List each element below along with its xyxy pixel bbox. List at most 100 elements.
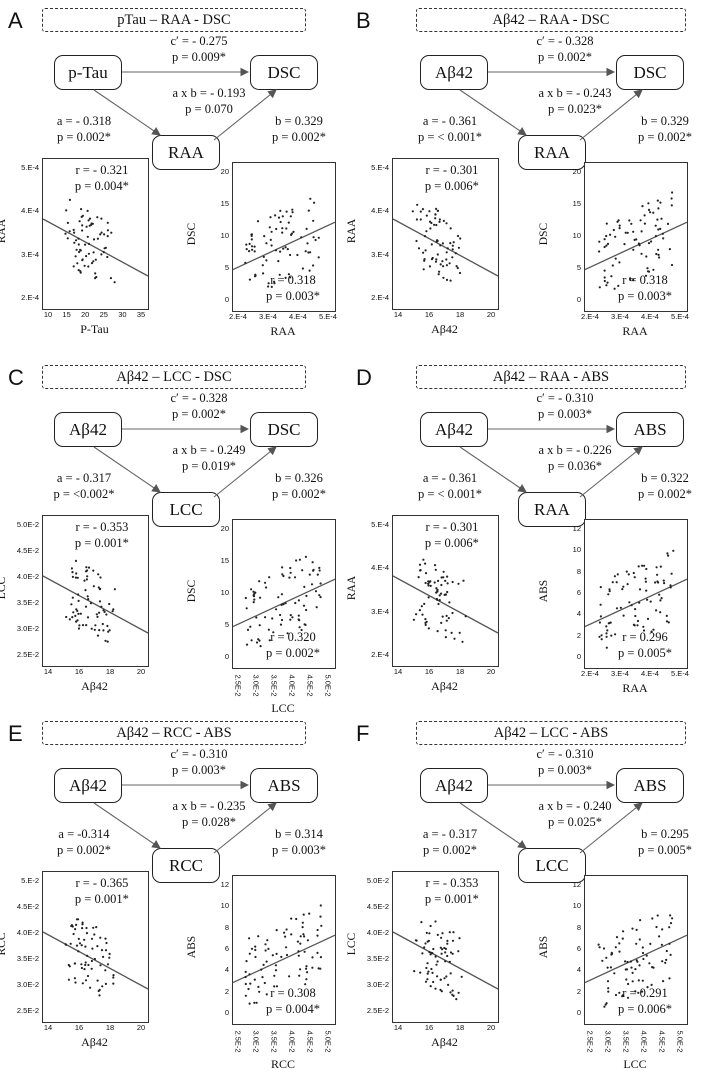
data-point [94, 258, 97, 261]
data-point [624, 231, 627, 234]
data-point [86, 954, 89, 957]
data-point [657, 253, 660, 256]
x-tick-label: 4.0E-2 [639, 1030, 649, 1053]
data-point [289, 614, 292, 617]
y-tick-label: 3.0E-2 [366, 980, 389, 989]
data-point [670, 263, 674, 267]
data-point [86, 974, 90, 978]
data-point [440, 936, 443, 939]
data-point [600, 638, 603, 641]
data-point [98, 611, 101, 614]
data-point [424, 980, 428, 983]
data-point [628, 219, 631, 222]
data-point [75, 923, 78, 926]
x-tick-label: 3.0E-2 [251, 674, 261, 697]
data-point [97, 586, 100, 589]
data-point [280, 603, 283, 606]
y-tick-label: 4 [576, 965, 581, 975]
data-point [293, 576, 297, 579]
data-point [77, 243, 80, 246]
data-point [267, 282, 270, 285]
data-point [80, 966, 83, 970]
a-path-stat: a = - 0.361 p = < 0.001* [417, 471, 483, 501]
data-point [88, 217, 92, 220]
data-point [104, 969, 107, 972]
data-point [442, 276, 445, 279]
data-point [609, 233, 612, 236]
y-tick-label: 4.5E-2 [16, 546, 39, 555]
regression-line [233, 934, 335, 984]
data-point [649, 600, 652, 603]
data-point [614, 946, 617, 949]
data-point [270, 244, 273, 247]
data-point [269, 216, 272, 219]
data-point [302, 933, 305, 936]
x-tick-label: 14 [393, 1023, 403, 1032]
data-point [284, 602, 287, 605]
data-point [644, 577, 647, 580]
data-point [106, 255, 109, 259]
data-point [250, 639, 253, 642]
data-point [610, 951, 613, 954]
data-point [445, 278, 449, 281]
data-point [283, 931, 286, 934]
data-point [96, 634, 100, 637]
data-point [667, 554, 670, 557]
data-point [99, 576, 102, 579]
scatter-svg [233, 904, 335, 1005]
data-point [319, 596, 322, 599]
data-point [78, 942, 82, 945]
data-point [281, 215, 284, 218]
data-point [615, 581, 618, 584]
data-point [262, 272, 265, 275]
data-point [429, 924, 432, 928]
scatter-plot-left [42, 871, 149, 1023]
data-point [248, 937, 251, 940]
correlation-stat: r = 0.320 p = 0.002* [266, 630, 320, 660]
data-point [291, 616, 294, 619]
data-point [665, 614, 668, 617]
data-point [613, 287, 616, 290]
x-tick-label: 18 [105, 1023, 115, 1032]
data-point [304, 983, 307, 986]
data-point [636, 624, 639, 627]
data-point [281, 227, 284, 230]
data-point [268, 226, 271, 229]
data-point [96, 237, 99, 240]
data-point [285, 210, 288, 213]
data-point [83, 968, 86, 971]
y-tick-label: 2.5E-2 [16, 650, 39, 659]
scatter-svg [585, 191, 687, 290]
data-point [318, 566, 321, 569]
scatter-svg [43, 918, 148, 997]
correlation-stat: r = - 0.353 p = 0.001* [74, 520, 129, 550]
data-point [425, 966, 428, 970]
data-point [303, 935, 306, 938]
independent-variable-node: Aβ42 [420, 412, 488, 447]
y-axis-label: RAA [346, 218, 358, 244]
independent-variable-node: Aβ42 [420, 768, 488, 803]
regression-line [585, 934, 687, 984]
scatter-plot-right [584, 519, 688, 669]
data-point [606, 629, 609, 632]
data-point [458, 631, 461, 634]
data-point [281, 231, 284, 234]
data-point [657, 228, 660, 231]
data-point [452, 241, 455, 244]
data-point [265, 586, 268, 589]
data-point [267, 628, 270, 631]
data-point [613, 575, 616, 578]
data-point [112, 982, 115, 985]
data-point [436, 933, 439, 936]
data-point [457, 582, 460, 585]
data-point [437, 602, 440, 606]
data-point [638, 588, 642, 591]
y-tick-label: 15 [220, 556, 229, 565]
data-point [644, 274, 648, 277]
b-path-stat: b = 0.295 p = 0.005* [638, 827, 692, 857]
data-point [440, 583, 443, 587]
data-point [451, 952, 454, 955]
data-point [74, 928, 77, 931]
data-point [646, 598, 649, 601]
y-axis-label: ABS [538, 579, 550, 603]
